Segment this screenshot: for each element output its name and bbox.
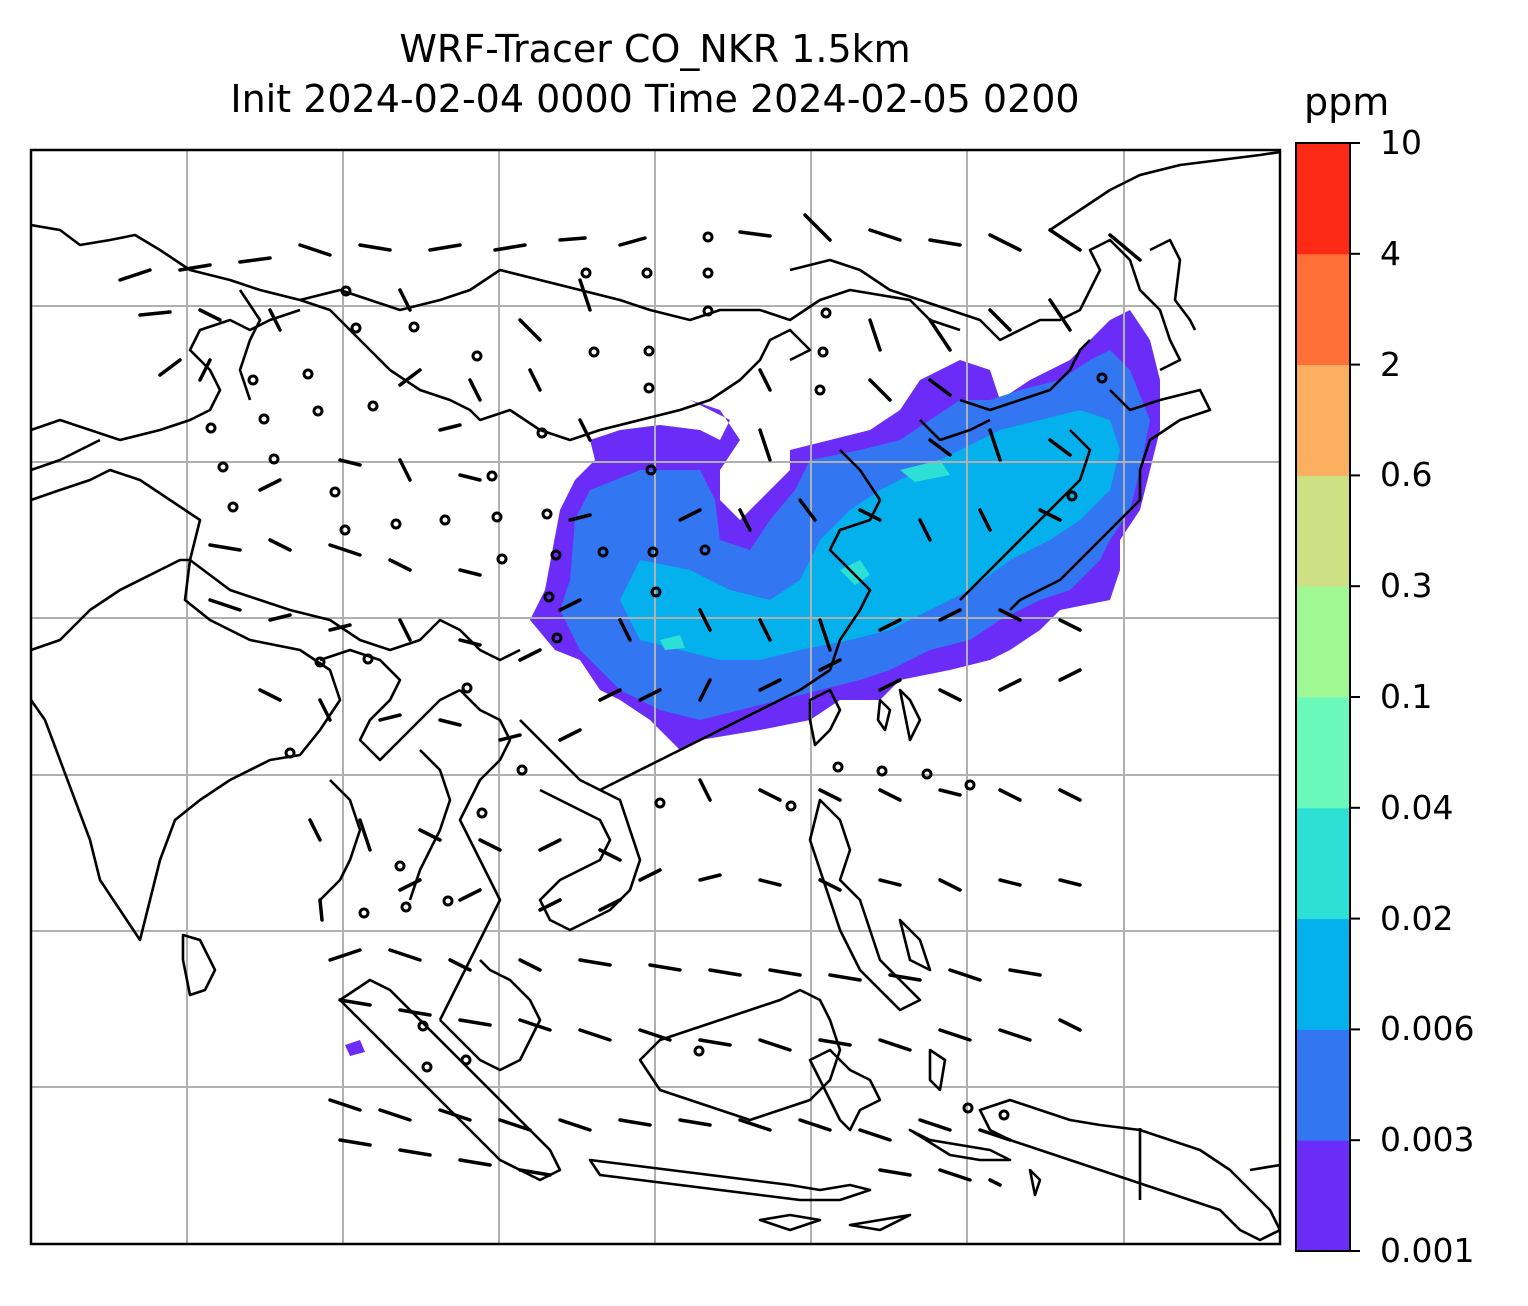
plume-peak [660, 460, 950, 650]
colorbar-segment [1296, 586, 1350, 698]
colorbar-segment [1296, 697, 1350, 809]
colorbar-segment [1296, 918, 1350, 1030]
coastlines [31, 150, 1280, 1242]
colorbar-tick-label: 0.001 [1380, 1231, 1475, 1270]
colorbar [1296, 143, 1350, 1252]
colorbar-segment [1296, 143, 1350, 255]
colorbar-ticks [1350, 142, 1360, 1252]
colorbar-unit: ppm [1304, 80, 1390, 124]
plume-speck [345, 1040, 365, 1056]
colorbar-tick-label: 10 [1380, 123, 1422, 162]
colorbar-segment [1296, 1029, 1350, 1141]
colorbar-segment [1296, 1140, 1350, 1252]
colorbar-tick-label: 0.04 [1380, 787, 1454, 827]
colorbar-tick-label: 0.1 [1380, 677, 1433, 716]
title-line-2: Init 2024-02-04 0000 Time 2024-02-05 020… [230, 77, 1080, 121]
colorbar-tick-label: 0.3 [1380, 566, 1433, 606]
colorbar-segment [1296, 475, 1350, 587]
calm-markers [205, 231, 1108, 1121]
colorbar-tick-label: 0.003 [1380, 1120, 1475, 1160]
map-frame [29, 148, 1282, 1246]
colorbar-segment [1296, 807, 1350, 920]
colorbar-tick-label: 0.02 [1380, 898, 1454, 938]
colorbar-tick-label: 0.006 [1380, 1009, 1475, 1049]
chart-title: WRF-Tracer CO_NKR 1.5km Init 2024-02-04 … [30, 24, 1280, 124]
colorbar-tick-label: 0.6 [1380, 455, 1433, 495]
colorbar-tick-label: 4 [1380, 233, 1401, 273]
plume-high [620, 410, 1120, 660]
colorbar-tick-label: 2 [1380, 344, 1401, 384]
wind-barbs [118, 213, 1142, 1187]
title-line-1: WRF-Tracer CO_NKR 1.5km [399, 27, 911, 71]
colorbar-segment [1296, 253, 1350, 366]
colorbar-segment [1296, 364, 1350, 476]
